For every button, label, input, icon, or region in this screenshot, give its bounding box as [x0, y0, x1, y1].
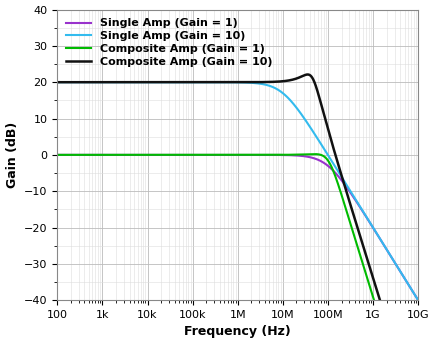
Single Amp (Gain = 10)	[185, 80, 190, 84]
Composite Amp (Gain = 1)	[268, 153, 273, 157]
Single Amp (Gain = 10)	[72, 80, 78, 84]
Composite Amp (Gain = 10)	[322, 116, 327, 120]
Single Amp (Gain = 1)	[341, 182, 346, 186]
Single Amp (Gain = 1)	[185, 153, 190, 157]
Line: Composite Amp (Gain = 10): Composite Amp (Gain = 10)	[57, 75, 417, 344]
Single Amp (Gain = 1)	[55, 153, 60, 157]
Legend: Single Amp (Gain = 1), Single Amp (Gain = 10), Composite Amp (Gain = 1), Composi: Single Amp (Gain = 1), Single Amp (Gain …	[63, 15, 275, 70]
Y-axis label: Gain (dB): Gain (dB)	[6, 122, 19, 188]
Composite Amp (Gain = 10)	[283, 79, 289, 83]
Composite Amp (Gain = 10)	[341, 182, 346, 186]
Single Amp (Gain = 10)	[55, 80, 60, 84]
Composite Amp (Gain = 1)	[283, 153, 289, 157]
Composite Amp (Gain = 10)	[72, 80, 78, 84]
Single Amp (Gain = 10)	[268, 84, 273, 88]
Single Amp (Gain = 10)	[322, 148, 327, 152]
Composite Amp (Gain = 1)	[72, 153, 78, 157]
Composite Amp (Gain = 10)	[304, 73, 309, 77]
Composite Amp (Gain = 10)	[185, 80, 190, 84]
Line: Single Amp (Gain = 1): Single Amp (Gain = 1)	[57, 155, 417, 300]
Composite Amp (Gain = 1)	[185, 153, 190, 157]
Line: Composite Amp (Gain = 1): Composite Amp (Gain = 1)	[57, 154, 417, 344]
Single Amp (Gain = 10)	[283, 94, 289, 98]
Composite Amp (Gain = 1)	[341, 201, 346, 205]
Single Amp (Gain = 1)	[322, 161, 327, 165]
Single Amp (Gain = 1)	[283, 153, 289, 157]
Single Amp (Gain = 10)	[414, 298, 420, 302]
X-axis label: Frequency (Hz): Frequency (Hz)	[184, 325, 290, 338]
Single Amp (Gain = 1)	[72, 153, 78, 157]
Composite Amp (Gain = 1)	[55, 153, 60, 157]
Composite Amp (Gain = 1)	[311, 152, 316, 156]
Single Amp (Gain = 10)	[341, 179, 346, 183]
Single Amp (Gain = 1)	[268, 153, 273, 157]
Composite Amp (Gain = 10)	[55, 80, 60, 84]
Single Amp (Gain = 1)	[414, 298, 420, 302]
Composite Amp (Gain = 1)	[322, 155, 327, 159]
Line: Single Amp (Gain = 10): Single Amp (Gain = 10)	[57, 82, 417, 300]
Composite Amp (Gain = 10)	[268, 80, 273, 84]
